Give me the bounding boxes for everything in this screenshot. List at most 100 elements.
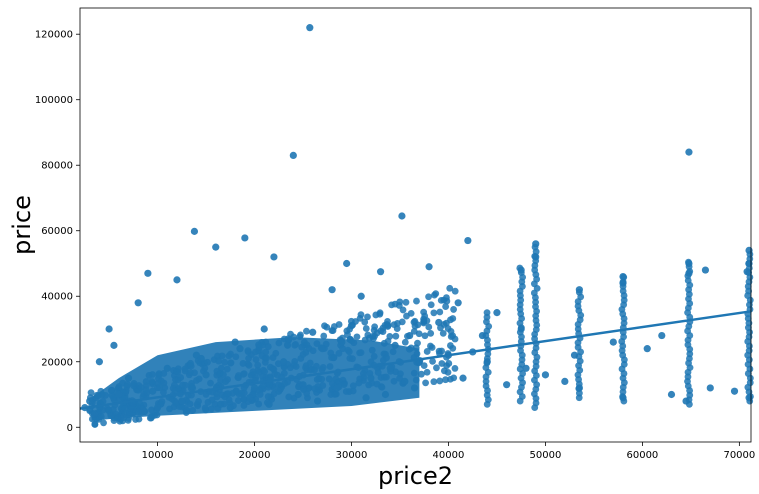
scatter-point xyxy=(231,338,239,346)
scatter-point-fill xyxy=(285,393,293,401)
scatter-point-fill xyxy=(421,332,429,340)
scatter-point-fill xyxy=(319,364,327,371)
scatter-point xyxy=(347,322,356,330)
scatter-point-fill xyxy=(207,379,214,387)
scatter-point-fill xyxy=(303,341,311,349)
scatter-point-fill xyxy=(394,320,401,327)
y-tick-label: 40000 xyxy=(41,292,73,303)
scatter-point-fill xyxy=(314,383,322,390)
scatter-point xyxy=(459,374,467,382)
scatter-point-fill xyxy=(100,419,107,427)
scatter-point-fill xyxy=(195,375,203,383)
scatter-point xyxy=(241,234,249,242)
scatter-point xyxy=(90,410,99,418)
scatter-point-fill xyxy=(360,373,368,381)
x-axis-label: price2 xyxy=(378,462,453,490)
scatter-point xyxy=(464,236,472,245)
scatter-point-fill xyxy=(374,369,382,376)
scatter-point-fill xyxy=(410,369,418,377)
scatter-point xyxy=(685,269,693,277)
scatter-point-fill xyxy=(355,379,363,387)
scatter-point xyxy=(110,341,118,349)
scatter-point xyxy=(216,400,225,408)
scatter-point xyxy=(685,259,693,268)
scatter-point xyxy=(745,246,753,254)
scatter-point xyxy=(362,394,370,402)
scatter-point xyxy=(343,259,351,268)
scatter-point xyxy=(619,394,627,402)
scatter-point-fill xyxy=(107,387,115,394)
scatter-point xyxy=(745,259,753,268)
scatter-point xyxy=(381,390,390,399)
scatter-point-fill xyxy=(303,327,310,335)
scatter-point xyxy=(105,325,113,333)
scatter-point xyxy=(309,328,317,336)
scatter-point-fill xyxy=(328,327,336,334)
scatter-point-fill xyxy=(339,345,347,353)
scatter-point-fill xyxy=(202,391,210,398)
x-axis-ticks: 10000 20000 30000 40000 50000 60000 70000 xyxy=(142,442,755,461)
scatter-point-fill xyxy=(244,347,252,355)
scatter-point-fill xyxy=(433,364,440,372)
y-axis-label: price xyxy=(8,195,36,255)
scatter-point xyxy=(730,387,739,395)
scatter-point-fill xyxy=(330,354,338,361)
scatter-point-fill xyxy=(87,389,95,397)
scatter-point xyxy=(401,377,409,386)
scatter-point-fill xyxy=(443,362,451,370)
scatter-point xyxy=(619,272,627,281)
scatter-point-fill xyxy=(195,397,203,405)
scatter-point-fill xyxy=(425,293,432,301)
scatter-point-fill xyxy=(264,343,272,350)
scatter-point xyxy=(658,331,666,340)
scatter-point xyxy=(522,364,530,372)
scatter-point xyxy=(745,394,753,402)
scatter-point-fill xyxy=(451,287,459,295)
scatter-point-fill xyxy=(181,365,189,373)
scatter-point-fill xyxy=(97,413,105,420)
scatter-point xyxy=(532,253,540,261)
scatter-point-fill xyxy=(252,356,260,363)
scatter-point xyxy=(246,394,254,402)
scatter-point xyxy=(221,377,230,386)
scatter-point-fill xyxy=(348,337,355,345)
scatter-point-fill xyxy=(425,323,433,331)
scatter-point-fill xyxy=(413,297,420,305)
scatter-point xyxy=(197,354,205,363)
scatter-point-fill xyxy=(132,416,139,423)
scatter-point-fill xyxy=(332,375,340,383)
scatter-point-fill xyxy=(447,316,454,324)
scatter-point-fill xyxy=(410,327,418,335)
scatter-point xyxy=(163,364,171,372)
scatter-point-fill xyxy=(240,395,247,403)
scatter-point-fill xyxy=(427,329,435,337)
scatter-point-fill xyxy=(223,365,231,373)
scatter-point-fill xyxy=(224,390,232,398)
scatter-point xyxy=(294,390,302,399)
scatter-point-fill xyxy=(396,374,403,382)
scatter-point-fill xyxy=(447,327,455,335)
scatter-point xyxy=(517,325,525,333)
scatter-point-fill xyxy=(136,400,144,407)
scatter-point xyxy=(289,151,297,159)
scatter-point-fill xyxy=(275,339,283,347)
scatter-point-fill xyxy=(403,312,410,320)
scatter-point-fill xyxy=(414,339,421,347)
scatter-point-fill xyxy=(483,309,491,317)
scatter-point-fill xyxy=(155,371,163,379)
scatter-point xyxy=(701,266,710,274)
scatter-point xyxy=(706,384,714,392)
scatter-point-fill xyxy=(392,332,400,340)
scatter-point-fill xyxy=(392,368,400,376)
scatter-point-fill xyxy=(388,301,396,309)
scatter-point xyxy=(743,268,751,276)
x-tick-label: 60000 xyxy=(626,450,658,461)
scatter-point xyxy=(682,397,690,405)
scatter-point-fill xyxy=(219,371,227,378)
scatter-point-fill xyxy=(402,298,410,306)
scatter-point xyxy=(306,24,314,32)
scatter-point xyxy=(561,377,569,386)
y-tick-label: 0 xyxy=(67,423,73,434)
scatter-point-fill xyxy=(383,354,390,362)
scatter-point-fill xyxy=(186,369,194,376)
